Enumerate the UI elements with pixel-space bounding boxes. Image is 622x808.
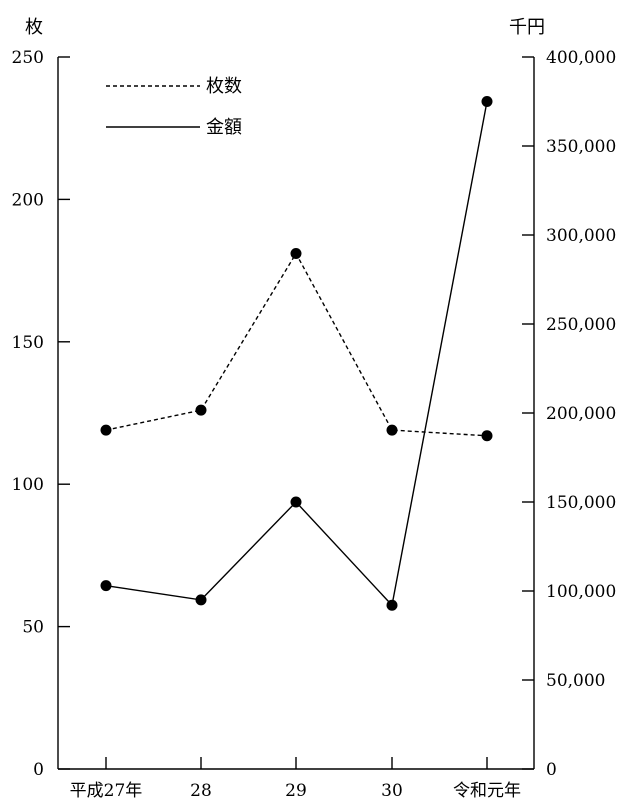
legend: 枚数 金額 bbox=[106, 76, 242, 138]
series-point-0 bbox=[195, 404, 207, 416]
series-point-1 bbox=[195, 594, 207, 606]
x-tick-label: 28 bbox=[190, 781, 212, 801]
left-tick-label: 150 bbox=[12, 333, 44, 353]
right-tick-label: 50,000 bbox=[546, 671, 605, 691]
x-tick-label: 平成27年 bbox=[70, 781, 143, 801]
series-layer bbox=[100, 96, 493, 611]
series-point-1 bbox=[386, 599, 398, 611]
legend-label-amount: 金額 bbox=[206, 117, 242, 138]
right-tick-label: 0 bbox=[546, 760, 557, 780]
right-tick-label: 300,000 bbox=[546, 226, 616, 246]
series-point-0 bbox=[290, 248, 302, 260]
series-line-0 bbox=[105, 252, 488, 437]
series-line-1 bbox=[105, 101, 488, 607]
left-tick-label: 200 bbox=[12, 190, 44, 210]
axes: 0 50 100 150 200 250 0 50,000 100,000 150,000 200,… bbox=[12, 48, 617, 801]
right-tick-label: 400,000 bbox=[546, 48, 616, 68]
right-tick-label: 350,000 bbox=[546, 137, 616, 157]
right-tick-label: 250,000 bbox=[546, 315, 616, 335]
legend-label-count: 枚数 bbox=[206, 76, 242, 97]
left-tick-label: 100 bbox=[12, 475, 44, 495]
left-tick-label: 250 bbox=[12, 48, 44, 68]
series-point-0 bbox=[100, 424, 112, 436]
left-tick-label: 0 bbox=[33, 760, 44, 780]
series-point-0 bbox=[481, 430, 493, 442]
series-point-1 bbox=[290, 496, 302, 508]
series-point-1 bbox=[481, 96, 493, 107]
left-tick-label: 50 bbox=[22, 618, 44, 638]
right-tick-label: 100,000 bbox=[546, 582, 616, 602]
series-point-1 bbox=[100, 580, 112, 592]
x-tick-label: 令和元年 bbox=[453, 781, 521, 801]
right-tick-label: 200,000 bbox=[546, 404, 616, 424]
series-point-0 bbox=[386, 424, 398, 436]
x-tick-label: 30 bbox=[381, 781, 403, 801]
right-tick-label: 150,000 bbox=[546, 493, 616, 513]
x-tick-label: 29 bbox=[285, 781, 307, 801]
left-axis-unit: 枚 bbox=[25, 17, 43, 38]
right-axis-unit: 千円 bbox=[509, 17, 545, 38]
